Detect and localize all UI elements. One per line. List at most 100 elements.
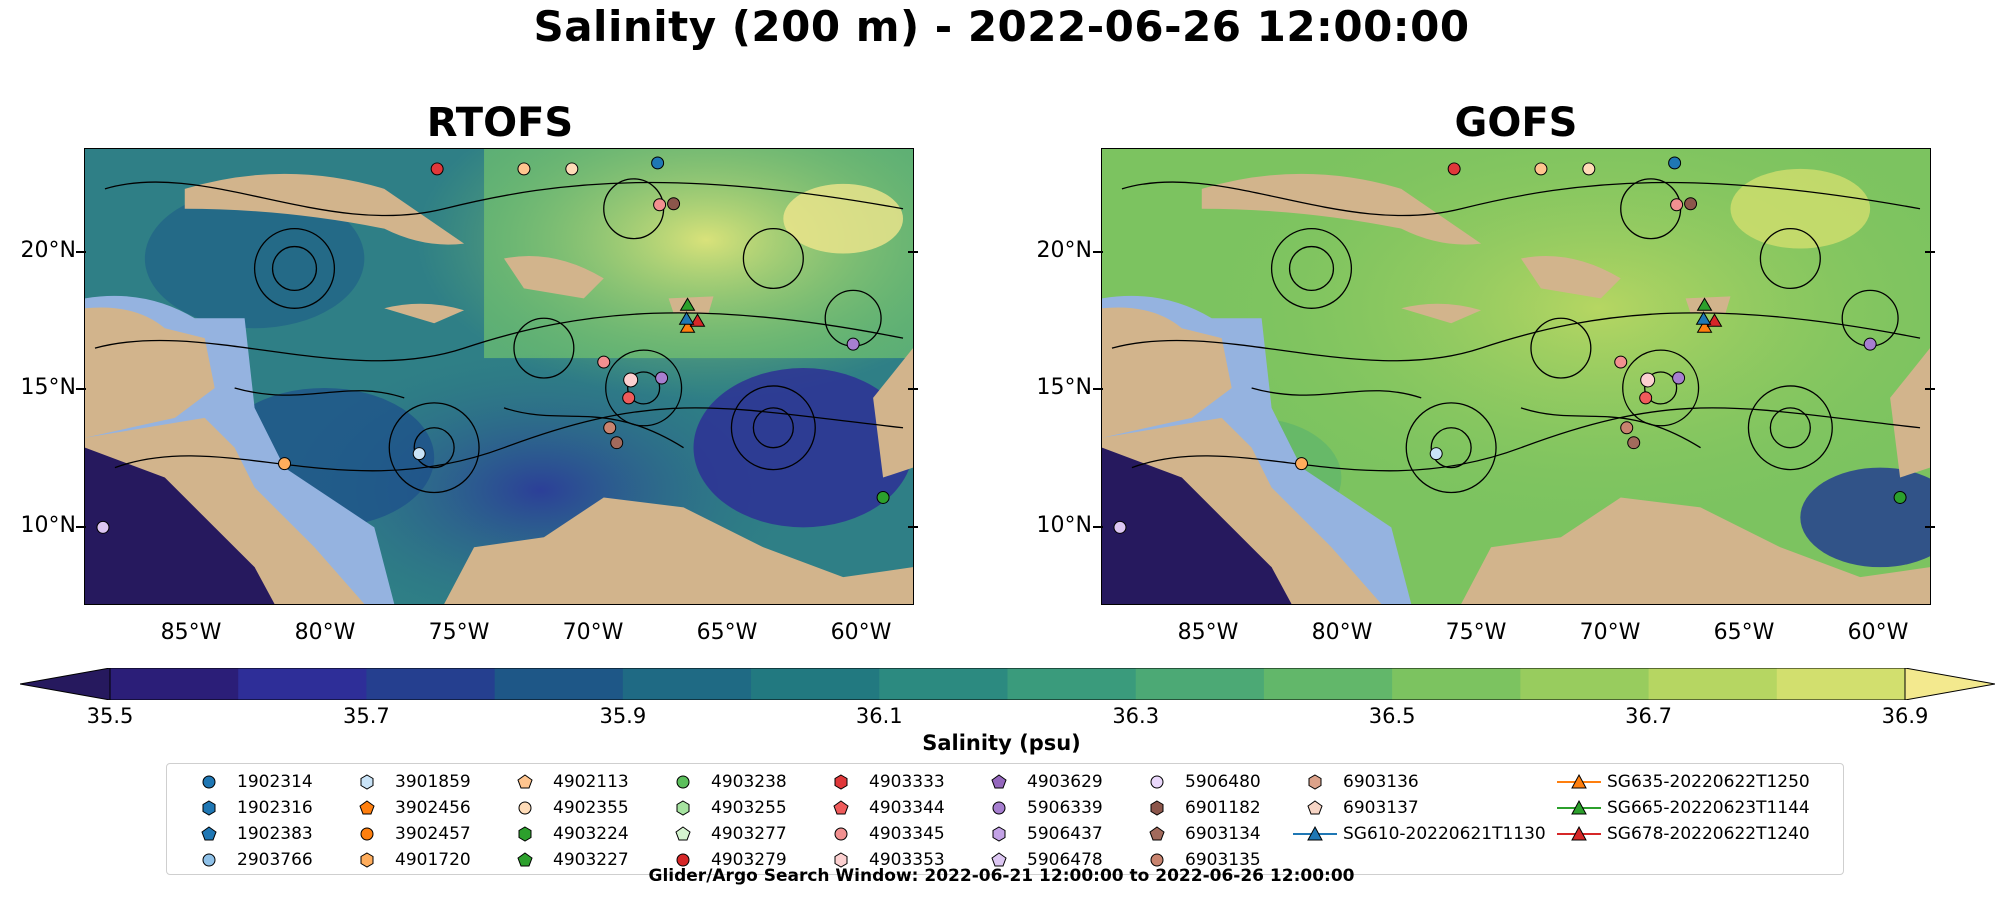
legend-label: 5906478 [1027, 850, 1103, 870]
legend-label: 4902113 [553, 772, 629, 792]
legend-label: 6903136 [1343, 772, 1419, 792]
lat-label-10n: 10°N [20, 513, 76, 538]
colorbar-segment [238, 668, 367, 700]
legend-marker-icon [359, 800, 375, 815]
legend-entry: 3902457 [345, 824, 471, 844]
panel-title-gofs: GOFS [1454, 100, 1578, 146]
legend-marker-icon [833, 800, 849, 815]
legend-entry: 2903766 [187, 850, 313, 870]
colorbar-tick-label: 35.7 [343, 704, 390, 728]
legend-entry: 4903238 [661, 772, 787, 792]
legend-marker-icon [1557, 825, 1601, 841]
tick [1925, 526, 1935, 528]
legend-marker-icon [834, 852, 848, 868]
legend-marker-icon [201, 826, 217, 841]
legend-marker-icon [518, 826, 532, 842]
legend-entry: 1902314 [187, 772, 313, 792]
tick [1093, 526, 1103, 528]
legend-label: 3902457 [395, 824, 471, 844]
tick [908, 251, 918, 253]
tick [1925, 251, 1935, 253]
legend-marker-icon [991, 774, 1007, 789]
rtofs-salinity-field [85, 149, 913, 604]
colorbar-segment [366, 668, 496, 700]
colorbar-segment [1392, 668, 1521, 700]
lon-label-85w: 85°W [160, 620, 222, 645]
legend-label: 4903224 [553, 824, 629, 844]
legend-label: 4902355 [553, 798, 629, 818]
legend-label: 4901720 [395, 850, 471, 870]
lat-label-20n-right: 20°N [1036, 238, 1092, 263]
legend-entry: SG635-20220622T1250 [1557, 772, 1810, 792]
salinity-colorbar [20, 668, 1995, 700]
tick [76, 388, 86, 390]
legend-label: 3901859 [395, 772, 471, 792]
tick [1093, 388, 1103, 390]
lat-label-20n: 20°N [20, 238, 76, 263]
lon-label-70w: 70°W [562, 620, 624, 645]
colorbar-tick-label: 36.9 [1881, 704, 1929, 728]
tick [76, 526, 86, 528]
legend-label: SG665-20220623T1144 [1607, 798, 1810, 818]
legend-label: 4903279 [711, 850, 787, 870]
colorbar-under-extend [20, 668, 111, 700]
legend-label: SG610-20220621T1130 [1343, 824, 1546, 844]
legend-label: 4903238 [711, 772, 787, 792]
legend-marker-icon [1307, 800, 1323, 815]
legend-label: 5906480 [1185, 772, 1261, 792]
legend-entry: 6903134 [1135, 824, 1261, 844]
colorbar-tick-label: 35.9 [599, 704, 647, 728]
colorbar-segment [751, 668, 880, 700]
lon-label-75w: 75°W [428, 620, 490, 645]
legend-label: 4903629 [1027, 772, 1103, 792]
legend-entry: 6901182 [1135, 798, 1261, 818]
lon-label-60w-right: 60°W [1847, 620, 1909, 645]
panel-title-rtofs: RTOFS [426, 100, 574, 146]
legend-entry: 4903333 [819, 772, 945, 792]
legend-marker-icon [360, 827, 374, 841]
legend-entry: 3901859 [345, 772, 471, 792]
colorbar-tick-label: 36.1 [855, 704, 903, 728]
colorbar-tick-label: 36.5 [1368, 704, 1416, 728]
legend-entry: 4903629 [977, 772, 1103, 792]
legend-entry: 4903224 [503, 824, 629, 844]
legend-entry: 1902383 [187, 824, 313, 844]
legend-entry: 5906437 [977, 824, 1103, 844]
lon-label-80w-right: 80°W [1311, 620, 1373, 645]
tick [908, 526, 918, 528]
legend-marker-icon [1557, 799, 1601, 815]
legend-entry: 4902113 [503, 772, 629, 792]
legend-marker-icon [1150, 800, 1164, 816]
legend-marker-icon [517, 774, 533, 789]
colorbar-segment [1776, 668, 1906, 700]
legend-marker-icon [676, 853, 690, 867]
colorbar-tick-label: 36.3 [1112, 704, 1160, 728]
lon-label-65w-right: 65°W [1713, 620, 1775, 645]
tick [1925, 388, 1935, 390]
legend-entry: 4903277 [661, 824, 787, 844]
legend-marker-icon [1308, 774, 1322, 790]
legend: 1902314 1902316 1902383 2903766 3901859 39024… [166, 763, 1844, 875]
legend-entry: 5906480 [1135, 772, 1261, 792]
lat-label-15n: 15°N [20, 375, 76, 400]
colorbar-segment [879, 668, 1008, 700]
legend-label: 4903227 [553, 850, 629, 870]
legend-label: 5906339 [1027, 798, 1103, 818]
lon-label-65w: 65°W [696, 620, 758, 645]
lat-label-15n-right: 15°N [1036, 375, 1092, 400]
legend-entry: 4901720 [345, 850, 471, 870]
legend-entry: 4903345 [819, 824, 945, 844]
legend-marker-icon [360, 774, 374, 790]
gofs-salinity-field [1102, 149, 1930, 604]
legend-entry: SG665-20220623T1144 [1557, 798, 1810, 818]
legend-marker-icon [675, 826, 691, 841]
lon-label-75w-right: 75°W [1445, 620, 1507, 645]
legend-entry: 4903279 [661, 850, 787, 870]
legend-marker-icon [517, 852, 533, 867]
legend-marker-icon [676, 800, 690, 816]
legend-entry: 6903137 [1293, 798, 1419, 818]
colorbar-tick-label: 35.5 [86, 704, 134, 728]
legend-marker-icon [1293, 825, 1337, 841]
lat-label-10n-right: 10°N [1036, 513, 1092, 538]
tick [908, 388, 918, 390]
